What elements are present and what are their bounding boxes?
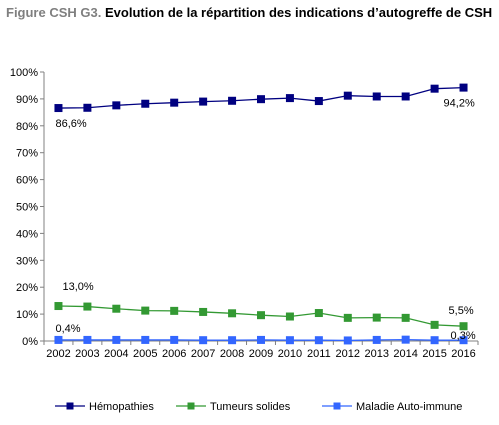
figure-prefix: Figure CSH G3.: [6, 5, 102, 20]
data-point: [83, 103, 92, 112]
data-point: [430, 336, 439, 345]
data-point: [343, 91, 352, 100]
data-point: [285, 336, 294, 345]
y-tick-label: 60%: [16, 175, 38, 187]
data-point: [401, 92, 410, 101]
legend-label: Hémopathies: [89, 401, 154, 413]
data-point: [459, 322, 468, 331]
data-point: [54, 335, 63, 344]
data-point: [372, 313, 381, 322]
x-tick-label: 2003: [75, 348, 99, 360]
data-point: [170, 98, 179, 107]
legend-label: Maladie Auto-immune: [356, 401, 462, 413]
data-point: [141, 99, 150, 108]
data-point: [314, 336, 323, 345]
y-tick-label: 40%: [16, 228, 38, 240]
data-point: [170, 335, 179, 344]
x-tick-label: 2002: [46, 348, 70, 360]
x-tick-label: 2012: [336, 348, 360, 360]
data-point: [372, 335, 381, 344]
data-point: [112, 335, 121, 344]
data-point: [228, 309, 237, 318]
chart-title: Figure CSH G3. Evolution de la répartiti…: [6, 4, 494, 21]
series-maladie-auto-immune: [54, 335, 468, 345]
series-h-mopathies: [54, 83, 468, 113]
legend-marker: [66, 402, 74, 410]
y-tick-label: 0%: [22, 336, 38, 348]
y-tick-label: 100%: [10, 67, 38, 79]
x-tick-label: 2011: [307, 348, 331, 360]
data-point: [199, 97, 208, 106]
y-tick-label: 80%: [16, 121, 38, 133]
x-tick-label: 2016: [451, 348, 475, 360]
data-point: [401, 335, 410, 344]
x-tick-label: 2008: [220, 348, 244, 360]
series-tumeurs-solides: [54, 302, 468, 331]
data-point: [343, 336, 352, 345]
x-tick-label: 2004: [104, 348, 128, 360]
data-point: [459, 336, 468, 345]
data-point: [141, 306, 150, 315]
data-point: [141, 335, 150, 344]
data-point: [285, 94, 294, 103]
data-point: [170, 306, 179, 315]
data-point: [372, 92, 381, 101]
data-label: 86,6%: [55, 118, 86, 130]
legend-item: Tumeurs solides: [176, 401, 291, 413]
x-tick-label: 2005: [133, 348, 157, 360]
y-tick-label: 20%: [16, 282, 38, 294]
data-label: 94,2%: [444, 98, 475, 110]
data-point: [83, 302, 92, 311]
x-tick-label: 2006: [162, 348, 186, 360]
data-point: [257, 95, 265, 104]
data-point: [54, 104, 63, 113]
y-tick-label: 70%: [16, 148, 38, 160]
data-point: [401, 313, 410, 322]
data-point: [430, 84, 439, 93]
legend-label: Tumeurs solides: [210, 401, 291, 413]
legend-item: Maladie Auto-immune: [322, 401, 462, 413]
legend: Hémopathies Tumeurs solides Maladie Auto-i…: [55, 401, 462, 413]
data-point: [314, 309, 323, 318]
data-point: [257, 311, 265, 320]
data-point: [314, 97, 323, 106]
x-tick-label: 2014: [393, 348, 417, 360]
y-tick-label: 30%: [16, 255, 38, 267]
data-point: [430, 320, 439, 329]
x-tick-label: 2007: [191, 348, 215, 360]
x-tick-label: 2010: [278, 348, 302, 360]
x-tick-label: 2009: [249, 348, 273, 360]
data-label: 13,0%: [62, 281, 93, 293]
data-point: [83, 335, 92, 344]
data-point: [199, 307, 208, 316]
x-tick-label: 2015: [422, 348, 446, 360]
y-tick-label: 10%: [16, 309, 38, 321]
legend-marker: [333, 402, 341, 410]
data-point: [228, 96, 237, 105]
legend-marker: [187, 402, 195, 410]
data-point: [285, 312, 294, 321]
data-point: [112, 101, 121, 110]
data-point: [257, 335, 265, 344]
series-layer: [54, 83, 468, 345]
data-point: [343, 313, 352, 322]
data-labels: 86,6% 94,2% 13,0% 5,5% 0,4% 0,3%: [55, 98, 475, 343]
data-point: [54, 302, 63, 311]
data-point: [228, 336, 237, 345]
data-point: [112, 304, 121, 313]
x-tick-label: 2013: [364, 348, 388, 360]
legend-item: Hémopathies: [55, 401, 154, 413]
data-label: 0,3%: [451, 330, 476, 342]
y-tick-label: 50%: [16, 202, 38, 214]
figure-title: Evolution de la répartition des indicati…: [104, 5, 493, 20]
y-tick-label: 90%: [16, 94, 38, 106]
data-point: [199, 336, 208, 345]
data-label: 5,5%: [449, 305, 474, 317]
data-point: [459, 83, 468, 92]
data-label: 0,4%: [55, 323, 80, 335]
